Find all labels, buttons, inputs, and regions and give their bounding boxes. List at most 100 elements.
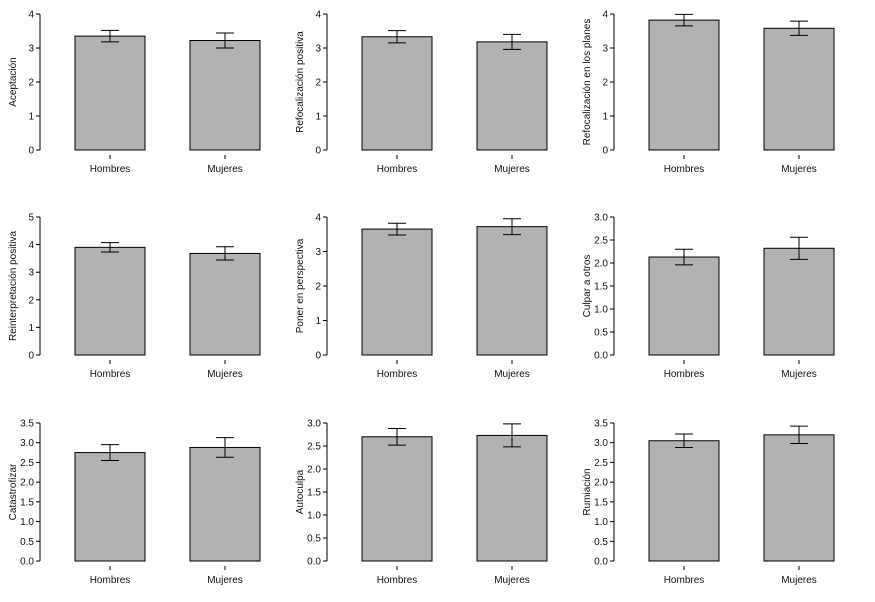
y-tick-label: 0 <box>602 146 608 157</box>
bar-mujeres <box>189 40 261 151</box>
bar-hombres <box>361 36 433 151</box>
y-tick-label: 2 <box>28 295 34 306</box>
y-tick-label: 1 <box>28 112 34 123</box>
y-axis-label: Aceptación <box>8 57 19 106</box>
y-tick-label: 4 <box>315 213 321 224</box>
y-tick-label: 0 <box>28 351 34 362</box>
y-tick-label: 3 <box>315 247 321 258</box>
chart-panel-1: 0 1 2 3 4 Aceptación Hombres Mujeres <box>8 10 261 175</box>
chart-panel-8: 0.0 0.5 1.0 1.5 2.0 2.5 3.0 Autoculpa Hombres Muj… <box>295 419 548 586</box>
y-tick-label: 1 <box>602 112 608 123</box>
x-tick-label: Hombres <box>377 575 418 586</box>
y-tick-label: 2.0 <box>20 478 34 489</box>
y-tick-label: 0.0 <box>307 557 321 568</box>
y-tick-label: 1.0 <box>20 517 34 528</box>
y-tick-label: 3.0 <box>307 419 321 430</box>
chart-panel-2: 0 1 2 3 4 Refocalización positiva Hombres Mujer… <box>295 10 548 175</box>
x-tick-label: Hombres <box>664 369 705 380</box>
y-tick-label: 3 <box>315 44 321 55</box>
x-tick-label: Mujeres <box>207 575 243 586</box>
y-tick-label: 2 <box>602 78 608 89</box>
y-tick-label: 3.0 <box>594 213 608 224</box>
y-tick-label: 0.0 <box>20 557 34 568</box>
y-tick-label: 3.0 <box>594 438 608 449</box>
y-tick-label: 1 <box>315 316 321 327</box>
y-tick-label: 1 <box>315 112 321 123</box>
y-axis-label: Catastrofizar <box>8 463 19 520</box>
chart-panel-5: 0 1 2 3 4 Poner en perspectiva Hombres Mujeres <box>295 213 548 380</box>
y-tick-label: 4 <box>602 10 608 21</box>
x-tick-label: Mujeres <box>207 369 243 380</box>
chart-panel-7: 0.0 0.5 1.0 1.5 2.0 2.5 3.0 3.5 Catastrofizar Hom… <box>8 419 261 586</box>
chart-panel-9: 0.0 0.5 1.0 1.5 2.0 2.5 3.0 3.5 Rumiación Hombres… <box>582 419 835 586</box>
bar-hombres <box>361 436 433 562</box>
x-tick-label: Mujeres <box>494 164 530 175</box>
chart-panel-6: 0.0 0.5 1.0 1.5 2.0 2.5 3.0 Culpar a otros Hombr… <box>582 213 835 380</box>
y-tick-label: 1 <box>28 323 34 334</box>
y-tick-label: 4 <box>315 10 321 21</box>
x-tick-label: Mujeres <box>494 575 530 586</box>
bar-mujeres <box>189 446 261 562</box>
x-tick-label: Mujeres <box>207 164 243 175</box>
y-tick-label: 1.0 <box>307 511 321 522</box>
y-tick-label: 3 <box>28 44 34 55</box>
y-tick-label: 3 <box>602 44 608 55</box>
y-tick-label: 4 <box>28 10 34 21</box>
x-tick-label: Hombres <box>377 164 418 175</box>
y-tick-label: 1.5 <box>594 282 608 293</box>
y-axis-label: Poner en perspectiva <box>295 238 306 333</box>
y-tick-label: 1.5 <box>594 497 608 508</box>
bar-mujeres <box>476 226 548 356</box>
x-tick-label: Hombres <box>664 164 705 175</box>
y-axis-label: Refocalización positiva <box>295 31 306 133</box>
x-tick-label: Mujeres <box>781 164 817 175</box>
y-tick-label: 1.5 <box>307 488 321 499</box>
y-tick-label: 3 <box>28 268 34 279</box>
y-tick-label: 0.5 <box>20 537 34 548</box>
bar-mujeres <box>189 252 261 356</box>
y-tick-label: 0.5 <box>307 534 321 545</box>
bar-hombres <box>74 35 146 151</box>
y-axis-label: Culpar a otros <box>582 255 593 318</box>
y-tick-label: 3.0 <box>20 438 34 449</box>
y-axis-label: Rumiación <box>582 468 593 515</box>
x-tick-label: Hombres <box>90 164 131 175</box>
y-tick-label: 2.0 <box>594 259 608 270</box>
bar-hombres <box>74 452 146 562</box>
x-tick-label: Hombres <box>90 575 131 586</box>
bar-mujeres <box>763 247 835 356</box>
y-tick-label: 0.0 <box>594 557 608 568</box>
bar-hombres <box>648 19 720 151</box>
y-tick-label: 2.0 <box>594 478 608 489</box>
y-tick-label: 2.5 <box>594 458 608 469</box>
bar-hombres <box>361 228 433 356</box>
bar-mujeres <box>763 27 835 151</box>
x-tick-label: Mujeres <box>494 369 530 380</box>
y-tick-label: 1.0 <box>594 305 608 316</box>
y-tick-label: 1.0 <box>594 517 608 528</box>
y-tick-label: 3.5 <box>20 419 34 430</box>
y-tick-label: 2 <box>28 78 34 89</box>
x-tick-label: Mujeres <box>781 369 817 380</box>
bar-hombres <box>648 256 720 356</box>
y-tick-label: 2 <box>315 78 321 89</box>
y-tick-label: 5 <box>28 213 34 224</box>
bar-mujeres <box>476 434 548 562</box>
x-tick-label: Hombres <box>664 575 705 586</box>
bar-mujeres <box>763 434 835 562</box>
y-axis-label: Refocalización en los planes <box>582 19 593 146</box>
y-tick-label: 0 <box>28 146 34 157</box>
x-tick-label: Hombres <box>90 369 131 380</box>
y-tick-label: 4 <box>28 240 34 251</box>
y-tick-label: 2.5 <box>594 236 608 247</box>
y-tick-label: 1.5 <box>20 497 34 508</box>
y-tick-label: 2.5 <box>20 458 34 469</box>
y-axis-label: Reinterpretación positiva <box>8 231 19 341</box>
chart-panel-3: 0 1 2 3 4 Refocalización en los planes Hombres… <box>582 10 835 175</box>
y-tick-label: 3.5 <box>594 419 608 430</box>
x-tick-label: Mujeres <box>781 575 817 586</box>
x-tick-label: Hombres <box>377 369 418 380</box>
y-tick-label: 0 <box>315 351 321 362</box>
y-tick-label: 0.0 <box>594 351 608 362</box>
